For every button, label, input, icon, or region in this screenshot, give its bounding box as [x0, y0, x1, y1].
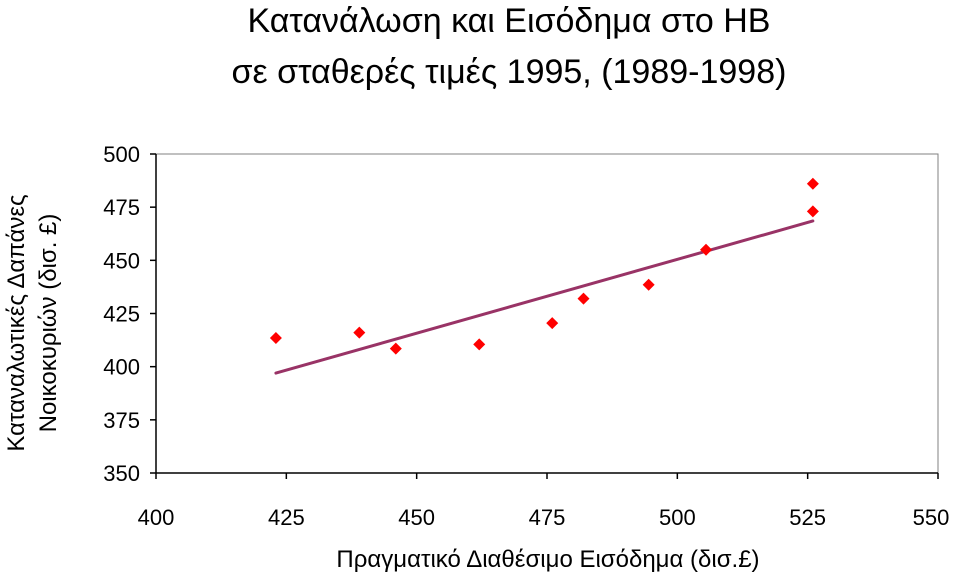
data-point-diamond — [353, 326, 366, 339]
y-tick-label: 475 — [103, 195, 140, 220]
y-tick-label: 400 — [103, 355, 140, 380]
x-tick-label: 525 — [789, 505, 826, 530]
x-tick-label: 475 — [529, 505, 566, 530]
data-point-diamond — [806, 205, 819, 218]
plot-area — [155, 153, 939, 474]
y-tick-label: 350 — [103, 461, 140, 486]
x-axis-ticks: 400 425 450 475 500 525 550 — [138, 473, 950, 530]
data-point-diamond — [389, 342, 402, 355]
y-tick-label: 450 — [103, 248, 140, 273]
y-axis-title-line-2: Νοικοκυριών (δισ. £) — [35, 214, 62, 433]
y-tick-label: 500 — [103, 142, 140, 167]
data-point-diamond — [473, 338, 486, 351]
y-axis-title-line-1: Καταναλωτικές Δαπάνες — [3, 194, 30, 451]
data-point-diamond — [700, 243, 713, 256]
x-tick-label: 500 — [659, 505, 696, 530]
x-tick-label: 550 — [913, 505, 950, 530]
x-axis-title: Πραγματικό Διαθέσιμο Εισόδημα (δισ.£) — [336, 546, 759, 573]
x-tick-label: 425 — [268, 505, 305, 530]
chart-title-line-2: σε σταθερές τιμές 1995, (1989-1998) — [232, 53, 787, 91]
y-tick-label: 375 — [103, 408, 140, 433]
y-axis-ticks: 350 375 400 425 450 475 500 — [103, 142, 156, 486]
x-tick-label: 450 — [398, 505, 435, 530]
data-points — [269, 177, 819, 355]
trend-line — [274, 219, 815, 375]
y-tick-label: 425 — [103, 302, 140, 327]
data-point-diamond — [806, 177, 819, 190]
data-point-diamond — [269, 331, 282, 344]
data-point-diamond — [577, 292, 590, 305]
data-point-diamond — [546, 317, 559, 330]
data-point-diamond — [642, 278, 655, 291]
x-tick-label: 400 — [138, 505, 175, 530]
chart-title-line-1: Κατανάλωση και Εισόδημα στο ΗΒ — [248, 2, 771, 40]
